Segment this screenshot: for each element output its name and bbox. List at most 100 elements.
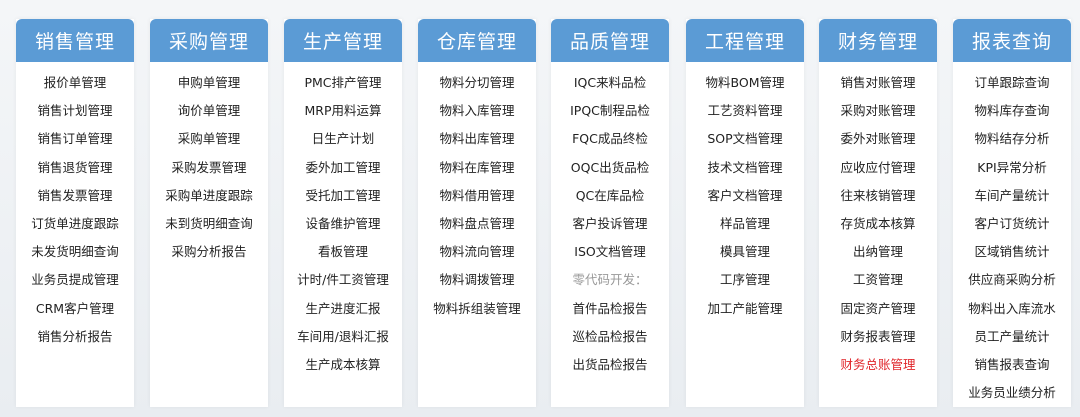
module-header[interactable]: 生产管理 <box>284 19 402 62</box>
module-item[interactable]: PMC排产管理 <box>304 75 382 90</box>
module-item[interactable]: IQC来料品检 <box>573 75 647 90</box>
module-item-list: 物料分切管理 物料入库管理 物料出库管理 物料在库管理 物料借用管理 物料盘点管理 物料流向… <box>418 62 536 323</box>
module-item[interactable]: 巡检品检报告 <box>572 328 648 344</box>
module-item[interactable]: 加工产能管理 <box>707 300 783 316</box>
module-item[interactable]: 工序管理 <box>719 272 770 288</box>
module-item[interactable]: 物料流向管理 <box>439 244 515 260</box>
module-item[interactable]: MRP用料运算 <box>304 103 382 119</box>
module-item[interactable]: 销售报表查询 <box>974 356 1050 372</box>
module-item[interactable]: 未到货明细查询 <box>165 215 253 231</box>
module-item[interactable]: 申购单管理 <box>177 75 241 90</box>
module-item[interactable]: 销售分析报告 <box>37 328 113 344</box>
module-item[interactable]: IPQC制程品检 <box>570 103 650 119</box>
module-item[interactable]: 物料结存分析 <box>974 131 1050 147</box>
module-item[interactable]: 未发货明细查询 <box>31 244 119 260</box>
module-item[interactable]: 业务员业绩分析 <box>968 385 1056 401</box>
module-item[interactable]: 技术文档管理 <box>707 159 783 175</box>
module-item[interactable]: FQC成品终检 <box>572 131 648 147</box>
module-item[interactable]: 物料入库管理 <box>439 103 515 119</box>
module-item[interactable]: 物料在库管理 <box>439 159 515 175</box>
module-item[interactable]: 销售对账管理 <box>840 75 916 90</box>
module-item[interactable]: 物料出库管理 <box>439 131 515 147</box>
module-item[interactable]: 出纳管理 <box>852 244 903 260</box>
module-header[interactable]: 销售管理 <box>16 19 134 62</box>
module-item[interactable]: 设备维护管理 <box>305 215 381 231</box>
module-item[interactable]: 生产成本核算 <box>305 356 381 372</box>
module-column: 报表查询订单跟踪查询 物料库存查询 物料结存分析 KPI异常分析 车间产量统计 客户订货统… <box>953 19 1071 407</box>
section-label: 零代码开发： <box>572 272 648 288</box>
module-item[interactable]: 销售发票管理 <box>37 187 113 203</box>
module-item[interactable]: 出货品检报告 <box>572 356 648 372</box>
module-item[interactable]: 首件品检报告 <box>572 300 648 316</box>
module-item[interactable]: 区域销售统计 <box>974 244 1050 260</box>
module-item[interactable]: 客户投诉管理 <box>572 215 648 231</box>
module-item[interactable]: 固定资产管理 <box>840 300 916 316</box>
module-item[interactable]: 销售计划管理 <box>37 103 113 119</box>
module-item-list: 订单跟踪查询 物料库存查询 物料结存分析 KPI异常分析 车间产量统计 客户订货统计 区域销… <box>953 62 1071 407</box>
module-header[interactable]: 仓库管理 <box>418 19 536 62</box>
module-item[interactable]: 采购发票管理 <box>171 159 247 175</box>
module-item[interactable]: 物料分切管理 <box>439 75 515 90</box>
module-item[interactable]: 样品管理 <box>719 215 770 231</box>
module-item[interactable]: 客户订货统计 <box>974 215 1050 231</box>
module-item[interactable]: 应收应付管理 <box>840 159 916 175</box>
module-item[interactable]: 受托加工管理 <box>305 187 381 203</box>
module-item[interactable]: 模具管理 <box>719 244 770 260</box>
module-item[interactable]: 物料拆组装管理 <box>433 300 521 316</box>
module-item[interactable]: 物料出入库流水 <box>968 300 1056 316</box>
module-item[interactable]: 委外加工管理 <box>305 159 381 175</box>
module-item[interactable]: 采购单管理 <box>177 131 241 147</box>
module-header[interactable]: 财务管理 <box>819 19 937 62</box>
module-item[interactable]: 询价单管理 <box>177 103 241 119</box>
module-item[interactable]: 存货成本核算 <box>840 215 916 231</box>
module-item[interactable]: 往来核销管理 <box>840 187 916 203</box>
module-column: 销售管理报价单管理销售计划管理 销售订单管理 销售退货管理 销售发票管理 订货单进度跟踪… <box>16 19 134 407</box>
module-item-list: 申购单管理询价单管理采购单管理采购发票管理 采购单进度跟踪 未到货明细查询 采购分析报… <box>150 62 268 266</box>
module-item[interactable]: 看板管理 <box>317 244 368 260</box>
module-column: 采购管理申购单管理询价单管理采购单管理采购发票管理 采购单进度跟踪 未到货明细查询采… <box>150 19 268 407</box>
module-column: 生产管理 PMC排产管理 MRP用料运算 日生产计划委外加工管理 受托加工管理 设备维护管… <box>284 19 402 407</box>
module-column: 仓库管理 物料分切管理 物料入库管理 物料出库管理 物料在库管理 物料借用管理 物料盘点管理… <box>418 19 536 407</box>
module-item[interactable]: 生产进度汇报 <box>305 300 381 316</box>
module-item[interactable]: 财务报表管理 <box>840 328 916 344</box>
module-item[interactable]: 订货单进度跟踪 <box>31 215 119 231</box>
module-item[interactable]: 物料调拨管理 <box>439 272 515 288</box>
module-item[interactable]: ISO文档管理 <box>574 244 646 260</box>
module-item[interactable]: 日生产计划 <box>311 131 375 147</box>
module-item[interactable]: 采购对账管理 <box>840 103 916 119</box>
module-item[interactable]: KPI异常分析 <box>977 159 1047 175</box>
module-item[interactable]: 财务总账管理 <box>840 356 916 372</box>
module-item[interactable]: OQC出货品检 <box>570 159 650 175</box>
module-item[interactable]: 报价单管理 <box>43 75 107 90</box>
module-item[interactable]: 员工产量统计 <box>974 328 1050 344</box>
module-item[interactable]: 物料借用管理 <box>439 187 515 203</box>
module-item[interactable]: SOP文档管理 <box>707 131 783 147</box>
module-item[interactable]: 车间产量统计 <box>974 187 1050 203</box>
module-header[interactable]: 工程管理 <box>686 19 804 62</box>
module-item[interactable]: 委外对账管理 <box>840 131 916 147</box>
module-item[interactable]: 业务员提成管理 <box>31 272 119 288</box>
module-item[interactable]: 客户文档管理 <box>707 187 783 203</box>
module-item[interactable]: 订单跟踪查询 <box>974 75 1050 90</box>
module-item-list: 物料BOM管理 工艺资料管理 SOP文档管理 技术文档管理 客户文档管理 样品管理模具管理… <box>686 62 804 323</box>
module-item[interactable]: QC在库品检 <box>575 187 645 203</box>
module-item[interactable]: CRM客户管理 <box>35 300 115 316</box>
module-item[interactable]: 车间用/退料汇报 <box>297 328 389 344</box>
module-item[interactable]: 采购单进度跟踪 <box>165 187 253 203</box>
module-item[interactable]: 销售订单管理 <box>37 131 113 147</box>
module-column: 品质管理 IQC来料品检 IPQC制程品检 FQC成品终检 OQC出货品检 QC在库品检客… <box>551 19 669 407</box>
module-item[interactable]: 采购分析报告 <box>171 244 247 260</box>
module-column: 财务管理销售对账管理 采购对账管理 委外对账管理 应收应付管理 往来核销管理 存货成本核算… <box>819 19 937 407</box>
module-header[interactable]: 报表查询 <box>953 19 1071 62</box>
module-item[interactable]: 物料库存查询 <box>974 103 1050 119</box>
module-item[interactable]: 物料BOM管理 <box>705 75 785 90</box>
module-header[interactable]: 采购管理 <box>150 19 268 62</box>
module-column: 工程管理物料BOM管理 工艺资料管理 SOP文档管理 技术文档管理 客户文档管理 样品管理… <box>686 19 804 407</box>
module-item[interactable]: 工资管理 <box>852 272 903 288</box>
module-item[interactable]: 销售退货管理 <box>37 159 113 175</box>
module-item[interactable]: 工艺资料管理 <box>707 103 783 119</box>
module-item[interactable]: 物料盘点管理 <box>439 215 515 231</box>
module-header[interactable]: 品质管理 <box>551 19 669 62</box>
module-item[interactable]: 供应商采购分析 <box>968 272 1056 288</box>
module-item[interactable]: 计时/件工资管理 <box>297 272 389 288</box>
